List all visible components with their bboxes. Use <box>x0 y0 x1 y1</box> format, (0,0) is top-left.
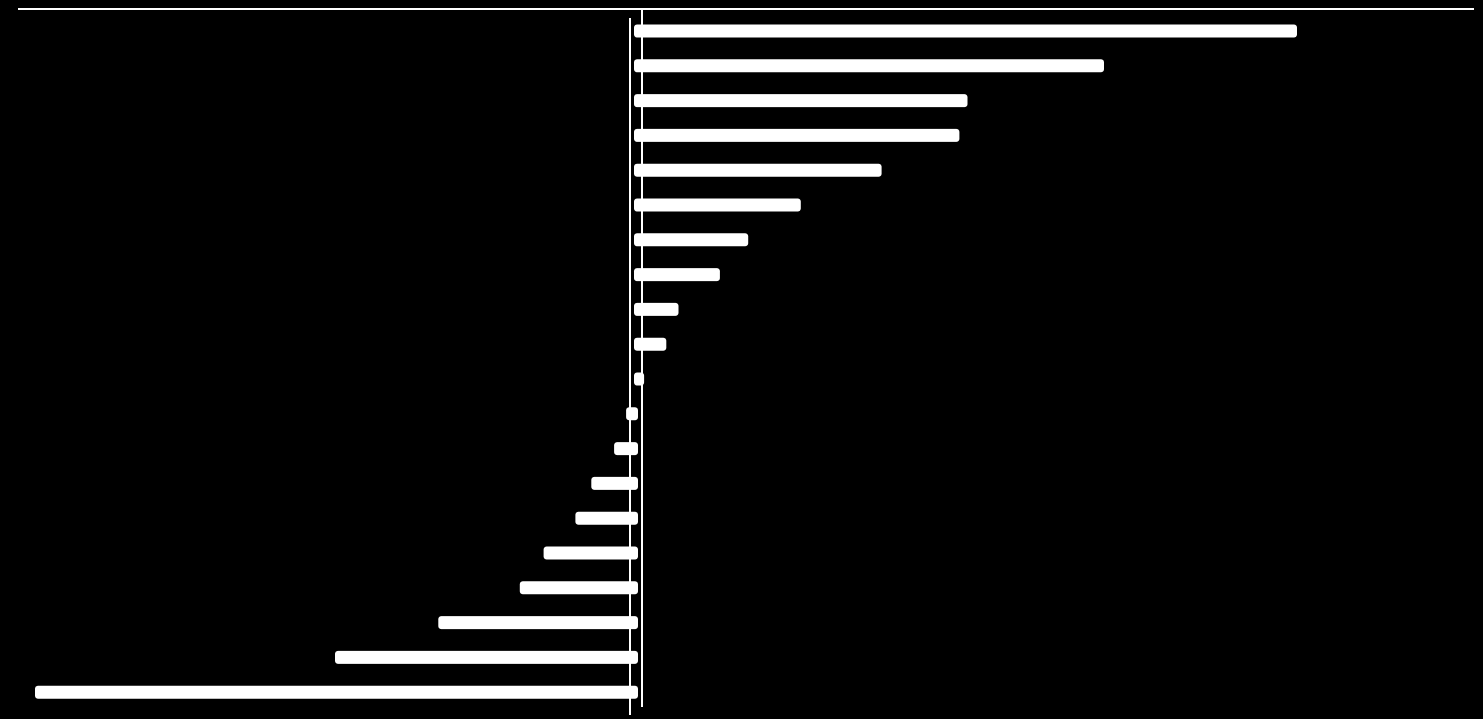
bar-2 <box>634 59 1104 73</box>
bar-8 <box>634 268 720 282</box>
bar-13 <box>614 442 638 456</box>
bar-17 <box>519 581 638 595</box>
bars-group <box>35 24 1297 699</box>
bar-11 <box>634 372 645 386</box>
bar-20 <box>35 685 638 699</box>
bar-19 <box>335 650 638 664</box>
bar-10 <box>634 337 667 351</box>
bar-14 <box>591 476 638 490</box>
bar-3 <box>634 94 968 108</box>
bar-4 <box>634 128 960 142</box>
bar-12 <box>626 407 638 421</box>
bar-16 <box>543 546 638 560</box>
bar-6 <box>634 198 801 212</box>
bar-9 <box>634 302 679 316</box>
bar-15 <box>575 511 638 525</box>
bar-7 <box>634 233 749 247</box>
bar-18 <box>438 616 638 630</box>
bar-1 <box>634 24 1297 38</box>
bar-5 <box>634 163 882 177</box>
